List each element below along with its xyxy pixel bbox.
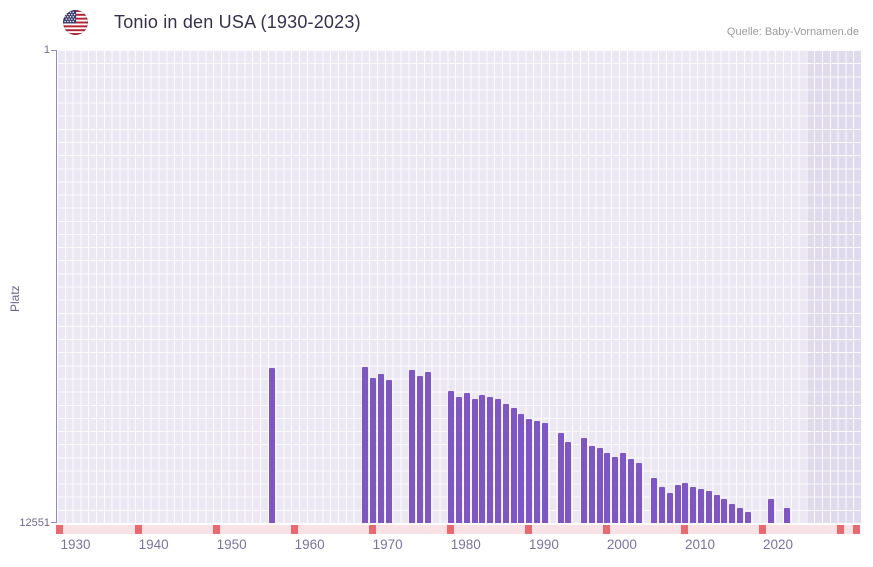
bar-1990[interactable] — [541, 423, 548, 523]
bar-2004[interactable] — [651, 477, 658, 523]
timeline-mark — [56, 525, 64, 534]
x-axis-label-1970: 1970 — [372, 537, 403, 552]
bar-2021[interactable] — [783, 507, 790, 523]
bars-layer — [57, 50, 861, 523]
bar-2005[interactable] — [659, 487, 665, 523]
bar-1992[interactable] — [557, 432, 564, 523]
timeline-mark — [446, 525, 454, 534]
bar-1985[interactable] — [502, 404, 509, 523]
y-axis-tickmark-top — [51, 50, 56, 51]
bar-1973[interactable] — [409, 370, 416, 523]
bar-2013[interactable] — [721, 498, 728, 523]
bar-2000[interactable] — [619, 453, 626, 523]
bar-2006[interactable] — [666, 492, 673, 523]
bar-2002[interactable] — [635, 462, 642, 523]
bar-2011[interactable] — [705, 490, 712, 523]
bar-1970[interactable] — [385, 379, 392, 523]
bar-1967[interactable] — [362, 366, 369, 523]
bar-1986[interactable] — [510, 408, 517, 523]
timeline-mark — [680, 525, 688, 534]
x-axis-label-2000: 2000 — [606, 537, 637, 552]
x-axis-label-1940: 1940 — [138, 537, 169, 552]
x-axis-label-1980: 1980 — [450, 537, 481, 552]
bar-1978[interactable] — [448, 391, 455, 523]
timeline-mark — [853, 525, 860, 534]
bar-1969[interactable] — [377, 374, 384, 523]
bar-1955[interactable] — [268, 368, 275, 523]
bar-1981[interactable] — [471, 398, 478, 523]
bar-2019[interactable] — [768, 498, 775, 523]
timeline-mark — [290, 525, 298, 534]
timeline-mark — [134, 525, 142, 534]
timeline-mark — [758, 525, 766, 534]
bar-1983[interactable] — [487, 396, 494, 523]
x-axis-labels: 1930 1940 1950 1960 1970 1980 1990 2000 2010 2020 — [56, 537, 860, 555]
us-flag-icon — [63, 10, 88, 35]
timeline-mark — [837, 525, 844, 534]
x-axis-label-2010: 2010 — [684, 537, 716, 552]
bar-1968[interactable] — [370, 377, 377, 523]
timeline-mark — [212, 525, 220, 534]
bar-1987[interactable] — [518, 413, 525, 523]
timeline-mark — [602, 525, 610, 534]
y-axis-tickmark-bottom — [51, 522, 56, 523]
bar-1984[interactable] — [495, 398, 501, 523]
bar-2015[interactable] — [737, 507, 743, 523]
y-axis-title: Platz — [8, 285, 22, 312]
bar-1980[interactable] — [463, 392, 470, 523]
y-axis-tick-top: 1 — [43, 44, 50, 56]
bar-1982[interactable] — [479, 394, 486, 523]
bar-2009[interactable] — [690, 487, 697, 523]
x-axis-label-1950: 1950 — [216, 537, 247, 552]
bar-2010[interactable] — [698, 489, 704, 523]
bar-1996[interactable] — [588, 445, 595, 523]
plot-area — [56, 50, 861, 523]
bar-1974[interactable] — [417, 376, 423, 523]
timeline-strip — [56, 525, 860, 534]
bar-2001[interactable] — [627, 458, 634, 523]
page-title: Tonio in den USA (1930-2023) — [114, 12, 361, 32]
bar-2008[interactable] — [682, 483, 689, 523]
y-axis-tick-bottom: 12551 — [19, 517, 50, 529]
bar-1999[interactable] — [612, 457, 619, 523]
timeline-mark — [524, 525, 532, 534]
bar-2014[interactable] — [729, 504, 736, 523]
bar-1998[interactable] — [604, 453, 611, 523]
bar-1975[interactable] — [424, 372, 431, 523]
x-axis-label-2020: 2020 — [762, 537, 794, 552]
bar-2007[interactable] — [674, 485, 681, 523]
x-axis-label-1960: 1960 — [294, 537, 325, 552]
bar-1988[interactable] — [526, 419, 533, 523]
bar-1997[interactable] — [596, 447, 603, 523]
timeline-mark — [368, 525, 376, 534]
bar-1993[interactable] — [565, 441, 572, 523]
bar-1995[interactable] — [580, 438, 587, 523]
x-axis-label-1990: 1990 — [528, 537, 559, 552]
bar-1989[interactable] — [534, 421, 541, 523]
source-credit: Quelle: Baby-Vornamen.de — [726, 26, 859, 38]
bar-2012[interactable] — [713, 494, 720, 523]
bar-1979[interactable] — [456, 396, 462, 523]
bar-2016[interactable] — [744, 511, 751, 523]
x-axis-label-1930: 1930 — [60, 537, 91, 552]
